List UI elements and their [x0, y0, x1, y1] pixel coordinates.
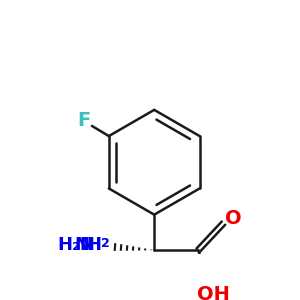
Text: 2: 2	[101, 237, 110, 250]
Text: OH: OH	[197, 285, 230, 300]
Text: F: F	[77, 111, 90, 130]
Text: O: O	[225, 208, 242, 227]
Text: H₂N: H₂N	[57, 236, 95, 254]
Text: H: H	[86, 236, 101, 254]
Text: N: N	[74, 236, 89, 254]
